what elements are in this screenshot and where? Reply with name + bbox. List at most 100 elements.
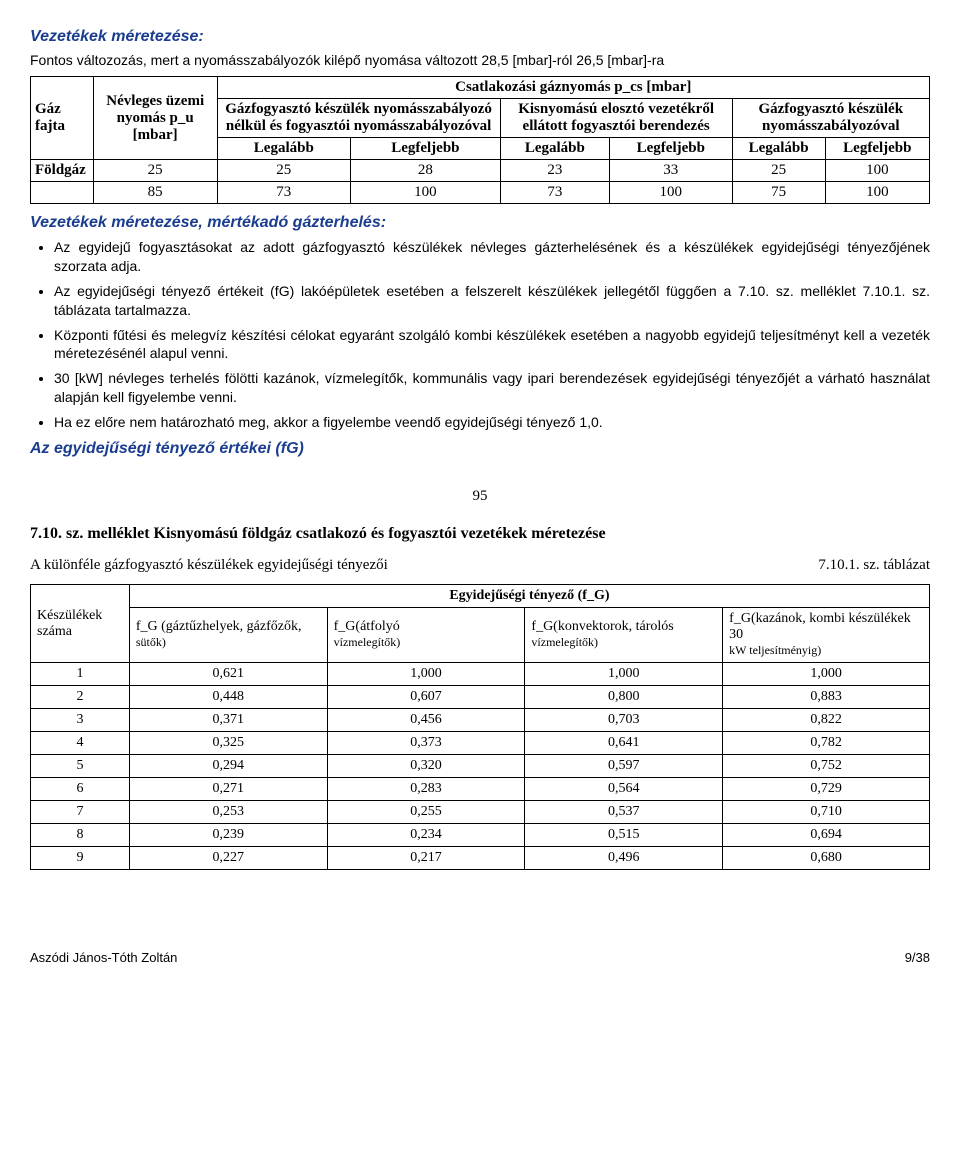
cell: 0,621 — [129, 663, 327, 686]
pressure-table: Gáz fajta Névleges üzemi nyomás p_u [mba… — [30, 76, 930, 204]
cell: 1,000 — [525, 663, 723, 686]
cell: 100 — [351, 182, 501, 204]
cell-gas — [31, 182, 94, 204]
cell: 0,729 — [723, 778, 930, 801]
cell: 25 — [93, 160, 217, 182]
cell: 0,680 — [723, 847, 930, 870]
cell: 4 — [31, 732, 130, 755]
cell: 0,515 — [525, 824, 723, 847]
cell: 5 — [31, 755, 130, 778]
cell: 73 — [500, 182, 609, 204]
cell: 6 — [31, 778, 130, 801]
table-row: 90,2270,2170,4960,680 — [31, 847, 930, 870]
cell: 8 — [31, 824, 130, 847]
list-item: Ha ez előre nem határozható meg, akkor a… — [54, 413, 930, 432]
max1: Legfeljebb — [351, 138, 501, 160]
subcol-main: f_G (gáztűzhelyek, gázfőzők, — [136, 619, 302, 634]
cell-gas: Földgáz — [31, 160, 94, 182]
subcol-sub: vízmelegítők) — [531, 635, 598, 649]
subcol-main: f_G(konvektorok, tárolós — [531, 619, 673, 634]
top-header: Csatlakozási gáznyomás p_cs [mbar] — [217, 77, 929, 99]
cell: 0,320 — [327, 755, 525, 778]
cell: 0,782 — [723, 732, 930, 755]
heading-fg: Az egyidejűségi tényező értékei (fG) — [30, 440, 930, 458]
cell: 0,283 — [327, 778, 525, 801]
table-row: 30,3710,4560,7030,822 — [31, 709, 930, 732]
subcol-sub: vízmelegítők) — [334, 635, 401, 649]
cell: 23 — [500, 160, 609, 182]
subcol-2: f_G(konvektorok, tárolós vízmelegítők) — [525, 608, 723, 663]
bullet-list: Az egyidejű fogyasztásokat az adott gázf… — [54, 238, 930, 432]
footer-left: Aszódi János-Tóth Zoltán — [30, 950, 177, 965]
cell: 0,234 — [327, 824, 525, 847]
table-row: 50,2940,3200,5970,752 — [31, 755, 930, 778]
table-row: 40,3250,3730,6410,782 — [31, 732, 930, 755]
cell: 0,694 — [723, 824, 930, 847]
cell: 0,325 — [129, 732, 327, 755]
heading-sub: Vezetékek méretezése, mértékadó gázterhe… — [30, 214, 930, 232]
table-row: 20,4480,6070,8000,883 — [31, 686, 930, 709]
subcol-sub: kW teljesítményig) — [729, 643, 821, 657]
cell: 100 — [825, 182, 929, 204]
cell: 0,597 — [525, 755, 723, 778]
intro-text: Fontos változozás, mert a nyomásszabályo… — [30, 52, 930, 68]
cell: 0,752 — [723, 755, 930, 778]
cell: 0,537 — [525, 801, 723, 824]
table-row: 70,2530,2550,5370,710 — [31, 801, 930, 824]
cell: 9 — [31, 847, 130, 870]
col-count: Készülékek száma — [31, 585, 130, 663]
table-row: 60,2710,2830,5640,729 — [31, 778, 930, 801]
subcol-1: f_G(átfolyó vízmelegítők) — [327, 608, 525, 663]
col-gas: Gáz fajta — [31, 77, 94, 160]
page-number: 95 — [30, 488, 930, 505]
cell: 85 — [93, 182, 217, 204]
cell: 0,271 — [129, 778, 327, 801]
cell: 1,000 — [723, 663, 930, 686]
appendix-title: 7.10. sz. melléklet Kisnyomású földgáz c… — [30, 525, 930, 543]
table-row: 80,2390,2340,5150,694 — [31, 824, 930, 847]
appendix-left: A különféle gázfogyasztó készülékek egyi… — [30, 557, 388, 574]
list-item: Központi fűtési és melegvíz készítési cé… — [54, 326, 930, 364]
min2: Legalább — [500, 138, 609, 160]
cell: 33 — [610, 160, 733, 182]
cell: 0,371 — [129, 709, 327, 732]
list-item: Az egyidejű fogyasztásokat az adott gázf… — [54, 238, 930, 276]
cell: 0,883 — [723, 686, 930, 709]
cell: 0,255 — [327, 801, 525, 824]
cell: 0,641 — [525, 732, 723, 755]
cell: 0,822 — [723, 709, 930, 732]
cell: 28 — [351, 160, 501, 182]
cell: 7 — [31, 801, 130, 824]
cell: 0,564 — [525, 778, 723, 801]
cell: 2 — [31, 686, 130, 709]
min1: Legalább — [217, 138, 351, 160]
max3: Legfeljebb — [825, 138, 929, 160]
cell: 1 — [31, 663, 130, 686]
cell: 0,800 — [525, 686, 723, 709]
cell: 75 — [732, 182, 825, 204]
sub2: Kisnyomású elosztó vezetékről ellátott f… — [500, 99, 732, 138]
cell: 1,000 — [327, 663, 525, 686]
min3: Legalább — [732, 138, 825, 160]
cell: 0,217 — [327, 847, 525, 870]
subcol-3: f_G(kazánok, kombi készülékek 30 kW telj… — [723, 608, 930, 663]
cell: 100 — [610, 182, 733, 204]
appendix-right: 7.10.1. sz. táblázat — [818, 557, 930, 574]
subcol-0: f_G (gáztűzhelyek, gázfőzők, sütők) — [129, 608, 327, 663]
cell: 3 — [31, 709, 130, 732]
table-row: 10,6211,0001,0001,000 — [31, 663, 930, 686]
fg-table: Készülékek száma Egyidejűségi tényező (f… — [30, 584, 930, 870]
cell: 0,448 — [129, 686, 327, 709]
cell: 73 — [217, 182, 351, 204]
sub1: Gázfogyasztó készülék nyomásszabályozó n… — [217, 99, 500, 138]
max2: Legfeljebb — [610, 138, 733, 160]
cell: 0,710 — [723, 801, 930, 824]
cell: 0,373 — [327, 732, 525, 755]
cell: 0,227 — [129, 847, 327, 870]
cell: 0,496 — [525, 847, 723, 870]
cell: 25 — [217, 160, 351, 182]
col-nom: Névleges üzemi nyomás p_u [mbar] — [93, 77, 217, 160]
table-row: Földgáz 25 25 28 23 33 25 100 — [31, 160, 930, 182]
cell: 25 — [732, 160, 825, 182]
subcol-main: f_G(kazánok, kombi készülékek 30 — [729, 611, 911, 642]
